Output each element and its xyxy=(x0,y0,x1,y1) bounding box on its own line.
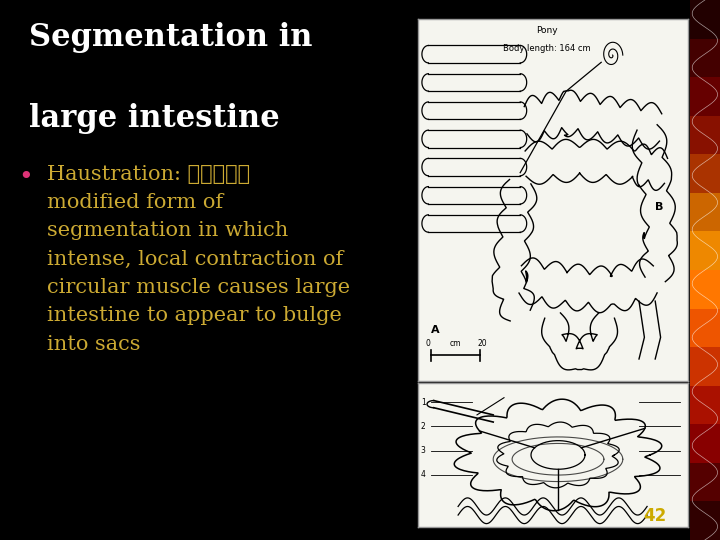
Text: 3: 3 xyxy=(420,446,426,455)
Text: Pony: Pony xyxy=(536,26,558,35)
Text: A: A xyxy=(431,325,440,335)
Text: cm: cm xyxy=(450,339,461,348)
Text: B: B xyxy=(655,202,664,212)
Bar xyxy=(690,232,720,270)
Text: 20: 20 xyxy=(477,339,487,348)
Text: large intestine: large intestine xyxy=(29,103,279,133)
Bar xyxy=(690,463,720,502)
Bar xyxy=(690,0,720,38)
Bar xyxy=(690,424,720,463)
Text: 2: 2 xyxy=(421,422,426,431)
Bar xyxy=(690,193,720,232)
Text: 1: 1 xyxy=(421,397,426,407)
Text: Segmentation in: Segmentation in xyxy=(29,22,312,52)
Bar xyxy=(690,38,720,77)
Text: Haustration: （结肠袋）
modified form of
segmentation in which
intense, local contrac: Haustration: （结肠袋） modified form of segm… xyxy=(47,165,350,354)
Bar xyxy=(690,308,720,347)
Text: •: • xyxy=(18,165,32,188)
Text: 42: 42 xyxy=(644,508,667,525)
Bar xyxy=(690,386,720,424)
Bar xyxy=(690,77,720,116)
Text: 4: 4 xyxy=(420,470,426,480)
Bar xyxy=(690,270,720,308)
Bar xyxy=(690,502,720,540)
Bar xyxy=(690,116,720,154)
Text: Body length: 164 cm: Body length: 164 cm xyxy=(503,44,591,53)
Bar xyxy=(690,347,720,386)
Text: 0: 0 xyxy=(426,339,431,348)
Bar xyxy=(690,154,720,193)
